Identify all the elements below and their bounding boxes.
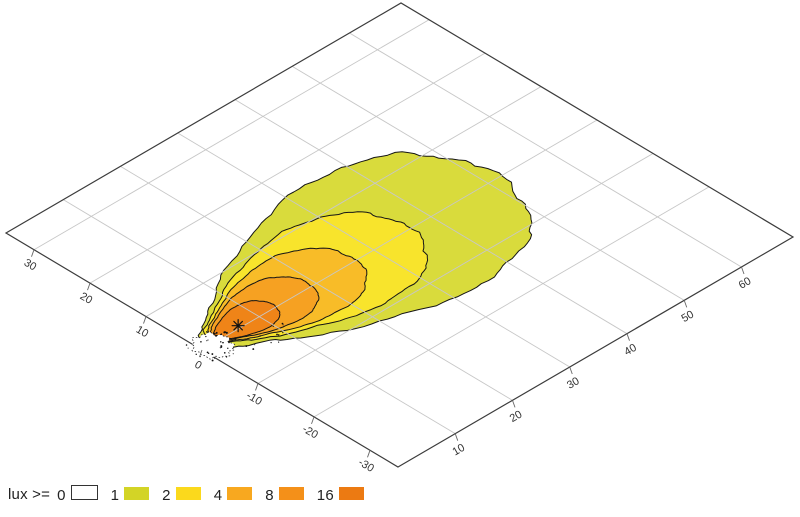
noise-dot: [215, 331, 218, 334]
legend-items: 0 1 2 4 8 16: [57, 484, 377, 504]
noise-dot: [223, 331, 226, 334]
legend-label-2: 2: [162, 486, 171, 504]
b-axis-tick--10: [255, 383, 259, 391]
noise-dot: [220, 333, 223, 335]
noise-dot: [232, 353, 234, 355]
a-axis-label-30: 30: [565, 375, 582, 392]
noise-dot: [245, 345, 248, 348]
noise-dot: [222, 341, 224, 344]
legend-label-8: 8: [265, 486, 274, 504]
b-axis-tick-30: [31, 249, 35, 257]
noise-dot: [207, 352, 210, 355]
a-axis-label-40: 40: [622, 342, 639, 359]
noise-dot: [206, 351, 209, 354]
a-axis-tick-30: [569, 366, 573, 375]
noise-dot: [232, 347, 234, 350]
b-axis-label--10: -10: [244, 390, 264, 408]
b-axis-tick-20: [87, 282, 91, 291]
noise-dot: [259, 335, 261, 337]
plot-border: [4, 2, 795, 468]
legend-swatch-16-lux: [338, 486, 364, 500]
noise-dot: [281, 322, 284, 325]
noise-dot: [211, 359, 214, 362]
a-axis-tick-60: [741, 266, 745, 275]
a-axis-label-60: 60: [737, 275, 754, 292]
b-axis-tick-10: [143, 316, 147, 324]
zero-illuminance-zone: [191, 331, 236, 360]
noise-dot: [195, 353, 197, 356]
b-axis-tick-0: [199, 349, 203, 358]
grid-line-b-0: [201, 119, 598, 351]
b-axis-label--20: -20: [300, 423, 320, 441]
noise-dot: [215, 334, 218, 337]
b-axis-label-30: 30: [22, 257, 39, 274]
noise-dot: [278, 341, 280, 343]
legend-swatch-1-lux: [124, 486, 150, 500]
legend-swatch-0-lux: [70, 484, 98, 500]
noise-dot: [220, 341, 222, 343]
legend-swatch-2-lux: [175, 486, 201, 500]
noise-dot: [228, 341, 230, 344]
grid-line-b-30: [33, 19, 430, 251]
noise-dot: [234, 339, 236, 341]
noise-dot: [270, 342, 272, 344]
a-axis-tick-10: [454, 433, 459, 441]
grid-line-b-10: [145, 86, 542, 317]
noise-dot: [254, 344, 256, 346]
b-axis-label-10: 10: [134, 324, 151, 341]
a-axis-label-20: 20: [508, 408, 525, 425]
legend-label-4: 4: [213, 486, 223, 504]
noise-dot: [213, 332, 216, 335]
a-axis-tick-20: [512, 400, 516, 408]
noise-dot: [185, 344, 188, 346]
b-axis-label-20: 20: [78, 290, 95, 307]
a-axis-label-50: 50: [679, 308, 696, 325]
noise-dot: [276, 333, 278, 336]
noise-dot: [223, 351, 226, 354]
b-axis-label-0: 0: [192, 359, 203, 372]
a-axis-label-10: 10: [450, 442, 467, 459]
noise-dot: [205, 335, 207, 338]
noise-dot: [207, 339, 209, 341]
noise-dot: [211, 353, 214, 355]
a-axis-tick-40: [626, 333, 630, 341]
noise-dot: [206, 331, 208, 333]
noise-dot: [225, 356, 228, 358]
lux-legend: lux >= 0 1 2 4 8 16: [8, 484, 377, 504]
a-axis-tick-50: [683, 300, 688, 308]
noise-dot: [206, 340, 208, 342]
noise-dot: [220, 345, 223, 348]
noise-dot: [272, 325, 274, 327]
noise-dot: [225, 331, 228, 334]
noise-dot: [219, 347, 221, 349]
noise-dot: [282, 324, 284, 326]
peak-star-marker: [233, 320, 243, 331]
grid-line-b--20: [313, 186, 710, 418]
grid-line-b--10: [257, 153, 654, 384]
noise-dot: [227, 347, 229, 349]
noise-dot: [282, 331, 284, 334]
noise-dot: [200, 341, 202, 343]
legend-swatch-8-lux: [278, 486, 304, 500]
b-axis-tick--20: [311, 416, 315, 425]
noise-dot: [234, 337, 237, 340]
noise-dot: [214, 357, 216, 359]
grid-line-b-20: [89, 52, 486, 284]
legend-label-16: 16: [316, 486, 334, 504]
legend-label-0: 0: [57, 486, 66, 504]
noise-dot: [277, 334, 280, 336]
legend-label-1: 1: [110, 486, 120, 504]
noise-dot: [187, 347, 189, 349]
legend-prefix-label: lux >=: [8, 485, 51, 503]
b-axis-tick--30: [367, 450, 371, 458]
legend-swatch-4-lux: [227, 486, 253, 500]
b-axis-label--30: -30: [356, 457, 376, 475]
noise-dot: [252, 348, 255, 351]
